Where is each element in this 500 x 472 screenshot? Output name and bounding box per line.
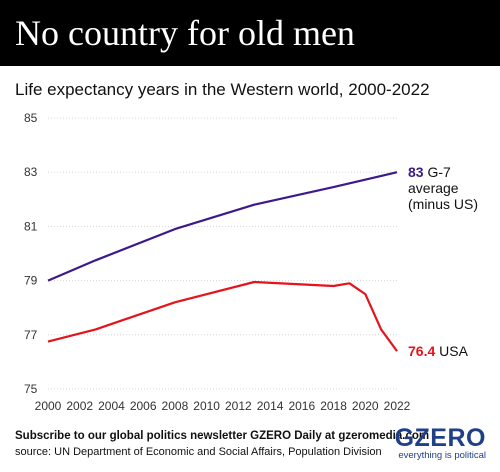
series-end-value: 83 — [408, 164, 427, 180]
x-tick-label: 2018 — [320, 399, 347, 413]
y-tick-label: 75 — [24, 382, 38, 396]
line-chart: 75 77 79 81 83 85 2000 2002 2004 2006 2008 2010 2012… — [24, 111, 478, 413]
x-tick-label: 2020 — [352, 399, 379, 413]
x-tick-label: 2022 — [384, 399, 411, 413]
chart-subtitle: Life expectancy years in the Western wor… — [15, 80, 430, 99]
logo-wordmark: GZERO — [394, 424, 486, 452]
source-note: source: UN Department of Economic and So… — [15, 446, 382, 458]
series-end-name: G-7 — [427, 164, 451, 180]
x-tick-label: 2016 — [288, 399, 315, 413]
gzero-logo: GZERO everything is political — [395, 426, 486, 462]
y-tick-label: 81 — [24, 219, 38, 233]
series-end-name: (minus US) — [408, 196, 478, 212]
series-end-name: average — [408, 180, 459, 196]
y-tick-label: 85 — [24, 111, 38, 125]
series-end-label: 76.4 USA — [408, 343, 469, 359]
logo-tagline: everything is political — [398, 450, 486, 461]
chart-title: No country for old men — [15, 13, 355, 53]
newsletter-note: Subscribe to our global politics newslet… — [15, 430, 430, 442]
x-tick-label: 2008 — [162, 399, 189, 413]
y-tick-label: 83 — [24, 165, 38, 179]
y-tick-label: 79 — [24, 274, 38, 288]
series-line-usa — [47, 280, 398, 352]
x-tick-label: 2010 — [193, 399, 220, 413]
series-end-name: USA — [439, 343, 468, 359]
series-line-g7 — [47, 171, 398, 282]
x-tick-label: 2012 — [225, 399, 252, 413]
x-tick-label: 2004 — [98, 399, 125, 413]
x-tick-label: 2006 — [130, 399, 157, 413]
title-bar: No country for old men — [0, 0, 500, 66]
x-tick-label: 2014 — [257, 399, 284, 413]
series-end-value: 76.4 — [408, 343, 439, 359]
x-tick-label: 2000 — [35, 399, 62, 413]
x-tick-label: 2002 — [66, 399, 93, 413]
y-tick-label: 77 — [24, 328, 38, 342]
series-end-label: 83 G-7 average (minus US) — [408, 164, 478, 212]
